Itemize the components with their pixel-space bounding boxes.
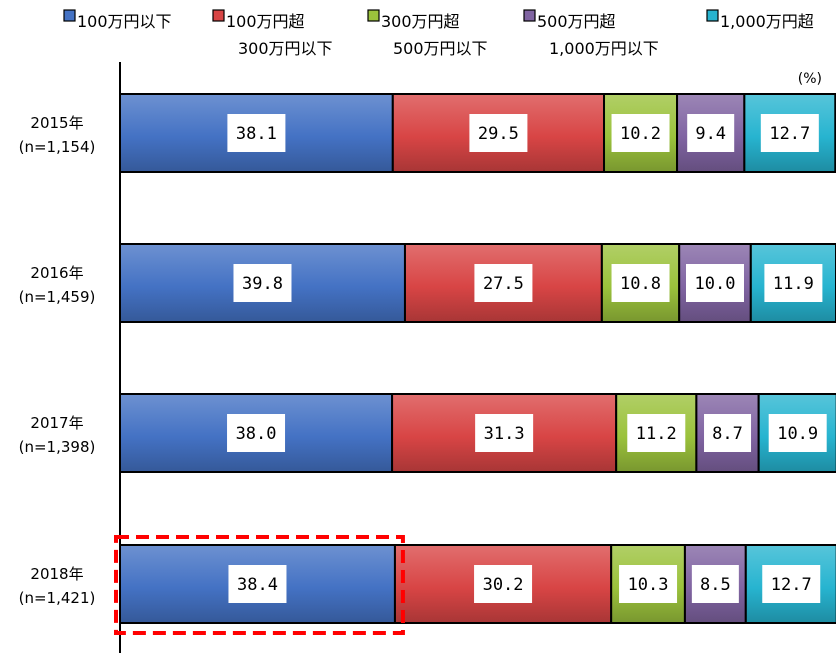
value-label: 29.5 xyxy=(478,124,519,144)
legend-label: 300万円以下 xyxy=(238,39,333,58)
value-label-box xyxy=(685,264,744,302)
category-label: 2015年 xyxy=(30,114,83,132)
legend-label: 1,000万円超 xyxy=(720,12,814,31)
value-label-box xyxy=(627,414,686,452)
value-label-box xyxy=(687,114,735,152)
value-label-box xyxy=(474,565,533,603)
value-label: 30.2 xyxy=(483,575,524,595)
value-label: 10.2 xyxy=(620,124,661,144)
value-label-box xyxy=(469,114,528,152)
value-label-box xyxy=(227,114,286,152)
value-label-box xyxy=(762,565,821,603)
value-label-box xyxy=(768,414,827,452)
highlight-box xyxy=(114,535,405,635)
category-label: (n=1,154) xyxy=(19,138,96,156)
highlight-layer xyxy=(114,535,405,635)
category-label: (n=1,421) xyxy=(19,589,96,607)
value-label: 12.7 xyxy=(769,124,810,144)
category-label: (n=1,398) xyxy=(19,438,96,456)
value-label-box xyxy=(475,414,534,452)
category-label: 2017年 xyxy=(30,414,83,432)
value-label-box xyxy=(228,565,287,603)
value-label: 38.1 xyxy=(236,124,277,144)
value-label: 11.9 xyxy=(773,274,814,294)
value-label: 11.2 xyxy=(636,424,677,444)
value-label: 38.4 xyxy=(237,575,278,595)
value-label: 39.8 xyxy=(242,274,283,294)
plot-area: 38.1 29.5 10.2 9.4 12.7 39.8 27.5 10.8 10.0 11.9 3… xyxy=(119,93,836,624)
value-label-box xyxy=(227,414,286,452)
value-label: 38.0 xyxy=(236,424,277,444)
legend-swatch xyxy=(523,9,536,22)
value-label: 8.7 xyxy=(712,424,743,444)
value-label: 10.0 xyxy=(695,274,736,294)
value-label-box xyxy=(611,114,670,152)
legend-swatch xyxy=(706,9,719,22)
value-label: 12.7 xyxy=(771,575,812,595)
value-label-box xyxy=(760,114,819,152)
category-label: (n=1,459) xyxy=(19,288,96,306)
value-label-box xyxy=(691,565,739,603)
category-label: 2016年 xyxy=(30,264,83,282)
value-label-box xyxy=(233,264,292,302)
unit-label: (%) xyxy=(798,71,822,87)
legend-label: 500万円超 xyxy=(537,12,616,31)
legend: 100万円以下 100万円超 300万円以下 300万円超 500万円以下 500万円超 1… xyxy=(63,9,814,58)
value-label: 31.3 xyxy=(484,424,525,444)
value-label-box xyxy=(611,264,670,302)
legend-swatch xyxy=(212,9,225,22)
value-label: 8.5 xyxy=(700,575,731,595)
legend-swatch xyxy=(367,9,380,22)
category-label: 2018年 xyxy=(30,565,83,583)
value-label: 10.3 xyxy=(628,575,669,595)
legend-label: 300万円超 xyxy=(381,12,460,31)
legend-label: 1,000万円以下 xyxy=(549,39,659,58)
value-label: 9.4 xyxy=(695,124,726,144)
category-labels: 2015年 (n=1,154) 2016年 (n=1,459) 2017年 (n=1,39… xyxy=(19,114,96,607)
bar-segment xyxy=(743,93,836,173)
legend-label: 100万円以下 xyxy=(77,12,172,31)
legend-label: 100万円超 xyxy=(226,12,305,31)
value-label-box xyxy=(474,264,533,302)
value-label: 10.9 xyxy=(777,424,818,444)
value-label-box xyxy=(764,264,823,302)
value-label-box xyxy=(619,565,678,603)
value-label-box xyxy=(704,414,752,452)
legend-swatch xyxy=(63,9,76,22)
value-label: 10.8 xyxy=(620,274,661,294)
value-label: 27.5 xyxy=(483,274,524,294)
legend-label: 500万円以下 xyxy=(393,39,488,58)
